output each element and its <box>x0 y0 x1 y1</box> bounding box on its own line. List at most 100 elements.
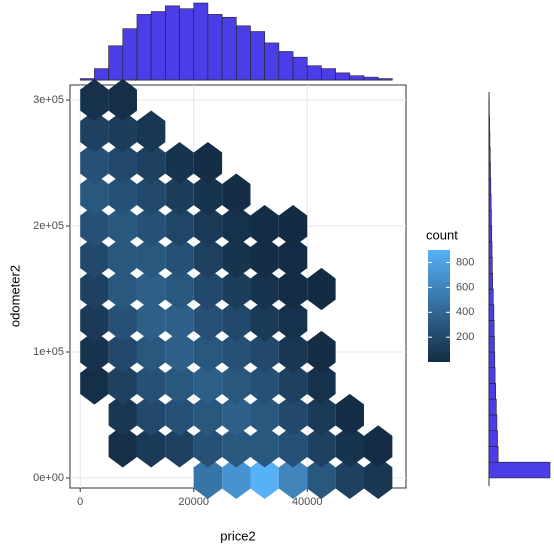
hist-bar <box>488 162 491 180</box>
hexbin <box>165 173 194 216</box>
hexbin <box>108 299 137 342</box>
hist-bar <box>377 78 393 81</box>
hexbin <box>222 456 251 500</box>
hexbin <box>250 330 279 374</box>
hexbin <box>165 236 194 279</box>
hexbin <box>250 393 279 437</box>
hist-bar <box>79 78 95 81</box>
hexbin <box>222 330 251 374</box>
hexbin <box>136 110 166 153</box>
hist-bar <box>250 31 265 81</box>
colorbar-label: 400 <box>456 306 474 318</box>
hexbin <box>222 299 251 342</box>
y-axis-label: odometer2 <box>7 265 22 327</box>
hexbin <box>193 173 223 216</box>
hexbin <box>364 456 393 500</box>
hist-bar <box>150 11 166 81</box>
hist-bar <box>488 147 491 164</box>
hexbin <box>335 393 364 437</box>
hexbin <box>165 267 194 311</box>
hexbin <box>136 267 166 311</box>
hexbin <box>136 299 166 342</box>
hexbin <box>136 236 166 279</box>
hist-bar <box>136 14 152 81</box>
hexbin <box>80 173 109 216</box>
hist-bar <box>488 225 493 243</box>
hexbin <box>250 204 279 248</box>
hist-bar <box>488 414 498 431</box>
hexbin <box>222 204 251 248</box>
hexbin <box>307 456 336 500</box>
hist-bar <box>488 320 495 337</box>
colorbar-label: 200 <box>456 331 474 343</box>
hist-bar <box>235 25 251 81</box>
colorbar <box>428 250 450 362</box>
hexbin <box>80 110 109 153</box>
hist-bar <box>278 51 294 81</box>
hexbin <box>108 362 137 405</box>
hexbin <box>222 362 251 405</box>
x-tick-label: 20000 <box>178 496 209 508</box>
hist-bar <box>264 42 280 81</box>
hexbin <box>136 204 166 248</box>
hexbin <box>165 299 194 342</box>
y-tick-label: 2e+05 <box>33 220 64 232</box>
hist-bar <box>488 351 496 369</box>
hexbin <box>136 330 166 374</box>
hexbin <box>136 425 166 468</box>
hexbin <box>165 204 194 248</box>
hexbin <box>165 425 194 468</box>
hexbin <box>278 330 308 374</box>
hexbin <box>307 330 336 374</box>
hexbin <box>80 299 109 342</box>
hexbin <box>80 362 109 405</box>
hexbin <box>278 456 308 500</box>
hist-bar <box>349 75 365 81</box>
hist-bar <box>363 76 379 81</box>
hexbin <box>278 362 308 405</box>
hexbin <box>250 267 279 311</box>
hist-bar <box>221 16 237 81</box>
hexbin <box>108 204 137 248</box>
hexbin <box>136 141 166 185</box>
hexbin <box>193 362 223 405</box>
hexbin <box>80 79 109 122</box>
colorbar-label: 800 <box>456 256 474 268</box>
hist-bar <box>488 257 493 274</box>
hexbin <box>278 393 308 437</box>
hexbin <box>136 393 166 437</box>
hexbin <box>80 236 109 279</box>
hexbin <box>250 236 279 279</box>
hexbin <box>222 236 251 279</box>
hexbin <box>108 330 137 374</box>
hist-bar <box>488 241 493 258</box>
hist-bar <box>335 72 351 81</box>
colorbar-label: 600 <box>456 281 474 293</box>
hexbin <box>193 141 223 185</box>
hist-bar <box>488 430 498 447</box>
hist-bar <box>321 68 336 81</box>
hexbin <box>335 425 364 468</box>
hexbin <box>335 456 364 500</box>
hist-bar <box>488 210 492 227</box>
hexbin <box>80 204 109 248</box>
hexbin <box>222 393 251 437</box>
hexbin <box>108 236 137 279</box>
hexbin <box>165 330 194 374</box>
hist-bar <box>122 28 138 81</box>
x-axis-label: price2 <box>220 528 255 543</box>
hexbin <box>250 456 279 500</box>
hexbin <box>193 267 223 311</box>
hexbin <box>108 110 137 153</box>
hist-bar <box>488 304 495 321</box>
hexbin <box>80 267 109 311</box>
hist-bar <box>94 68 109 81</box>
y-tick-label: 0e+00 <box>33 472 64 484</box>
hist-bar <box>488 194 492 211</box>
hexbin <box>307 267 336 311</box>
hexbin <box>307 425 336 468</box>
hist-bar <box>488 288 494 306</box>
hist-bar <box>193 2 209 81</box>
hist-bar <box>488 383 497 400</box>
hexbin <box>108 425 137 468</box>
